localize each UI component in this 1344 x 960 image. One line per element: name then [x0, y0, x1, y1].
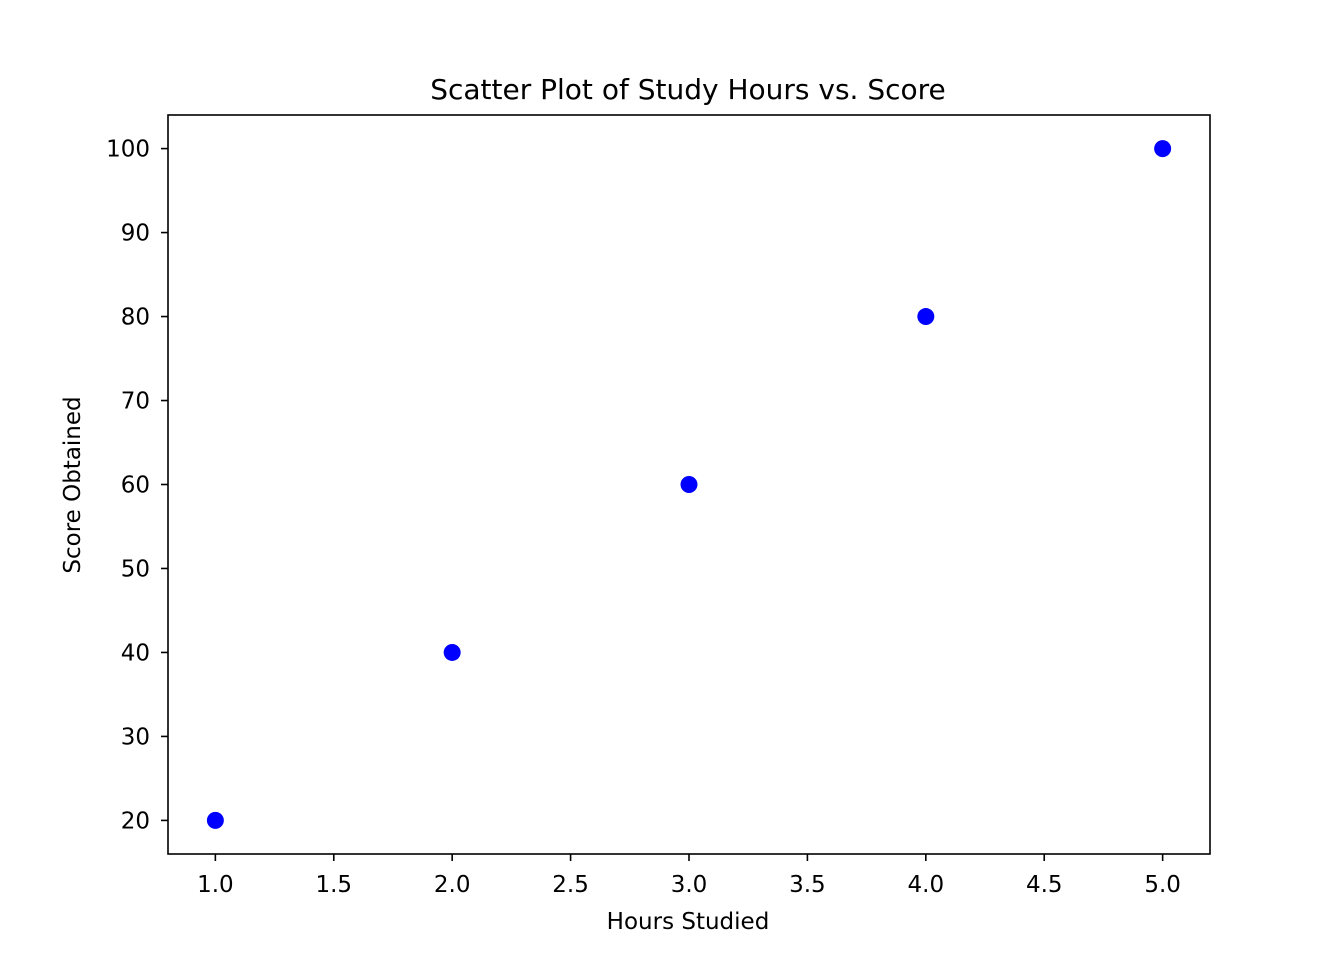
y-tick-label: 100	[106, 137, 150, 163]
x-tick-label: 4.5	[1026, 872, 1063, 898]
x-tick-label: 4.0	[908, 872, 945, 898]
y-axis-title: Score Obtained	[60, 396, 86, 573]
y-tick-label: 50	[121, 556, 150, 582]
y-tick-label: 80	[121, 305, 150, 331]
y-axis-ticks: 20 30 40 50 60 70 80 90 100	[106, 137, 168, 834]
x-tick-label: 2.0	[434, 872, 471, 898]
chart-title: Scatter Plot of Study Hours vs. Score	[430, 73, 946, 106]
data-point	[680, 476, 698, 493]
x-tick-label: 3.5	[789, 872, 826, 898]
data-point	[917, 308, 935, 326]
y-tick-label: 30	[121, 724, 150, 750]
y-tick-label: 20	[121, 808, 150, 834]
x-tick-label: 1.0	[197, 872, 234, 898]
y-tick-label: 90	[121, 221, 150, 247]
data-points	[206, 140, 1172, 829]
x-tick-label: 1.5	[315, 872, 352, 898]
x-axis-ticks: 1.0 1.5 2.0 2.5 3.0 3.5 4.0 4.5 5.0	[197, 854, 1181, 898]
data-point	[443, 643, 461, 661]
x-tick-label: 5.0	[1144, 872, 1181, 898]
x-axis-title: Hours Studied	[607, 909, 770, 935]
y-tick-label: 70	[121, 389, 150, 415]
y-tick-label: 40	[121, 640, 150, 666]
x-tick-label: 3.0	[671, 872, 708, 898]
data-point	[1154, 140, 1172, 158]
x-tick-label: 2.5	[552, 872, 589, 898]
y-tick-label: 60	[121, 473, 150, 499]
data-point	[206, 811, 224, 829]
